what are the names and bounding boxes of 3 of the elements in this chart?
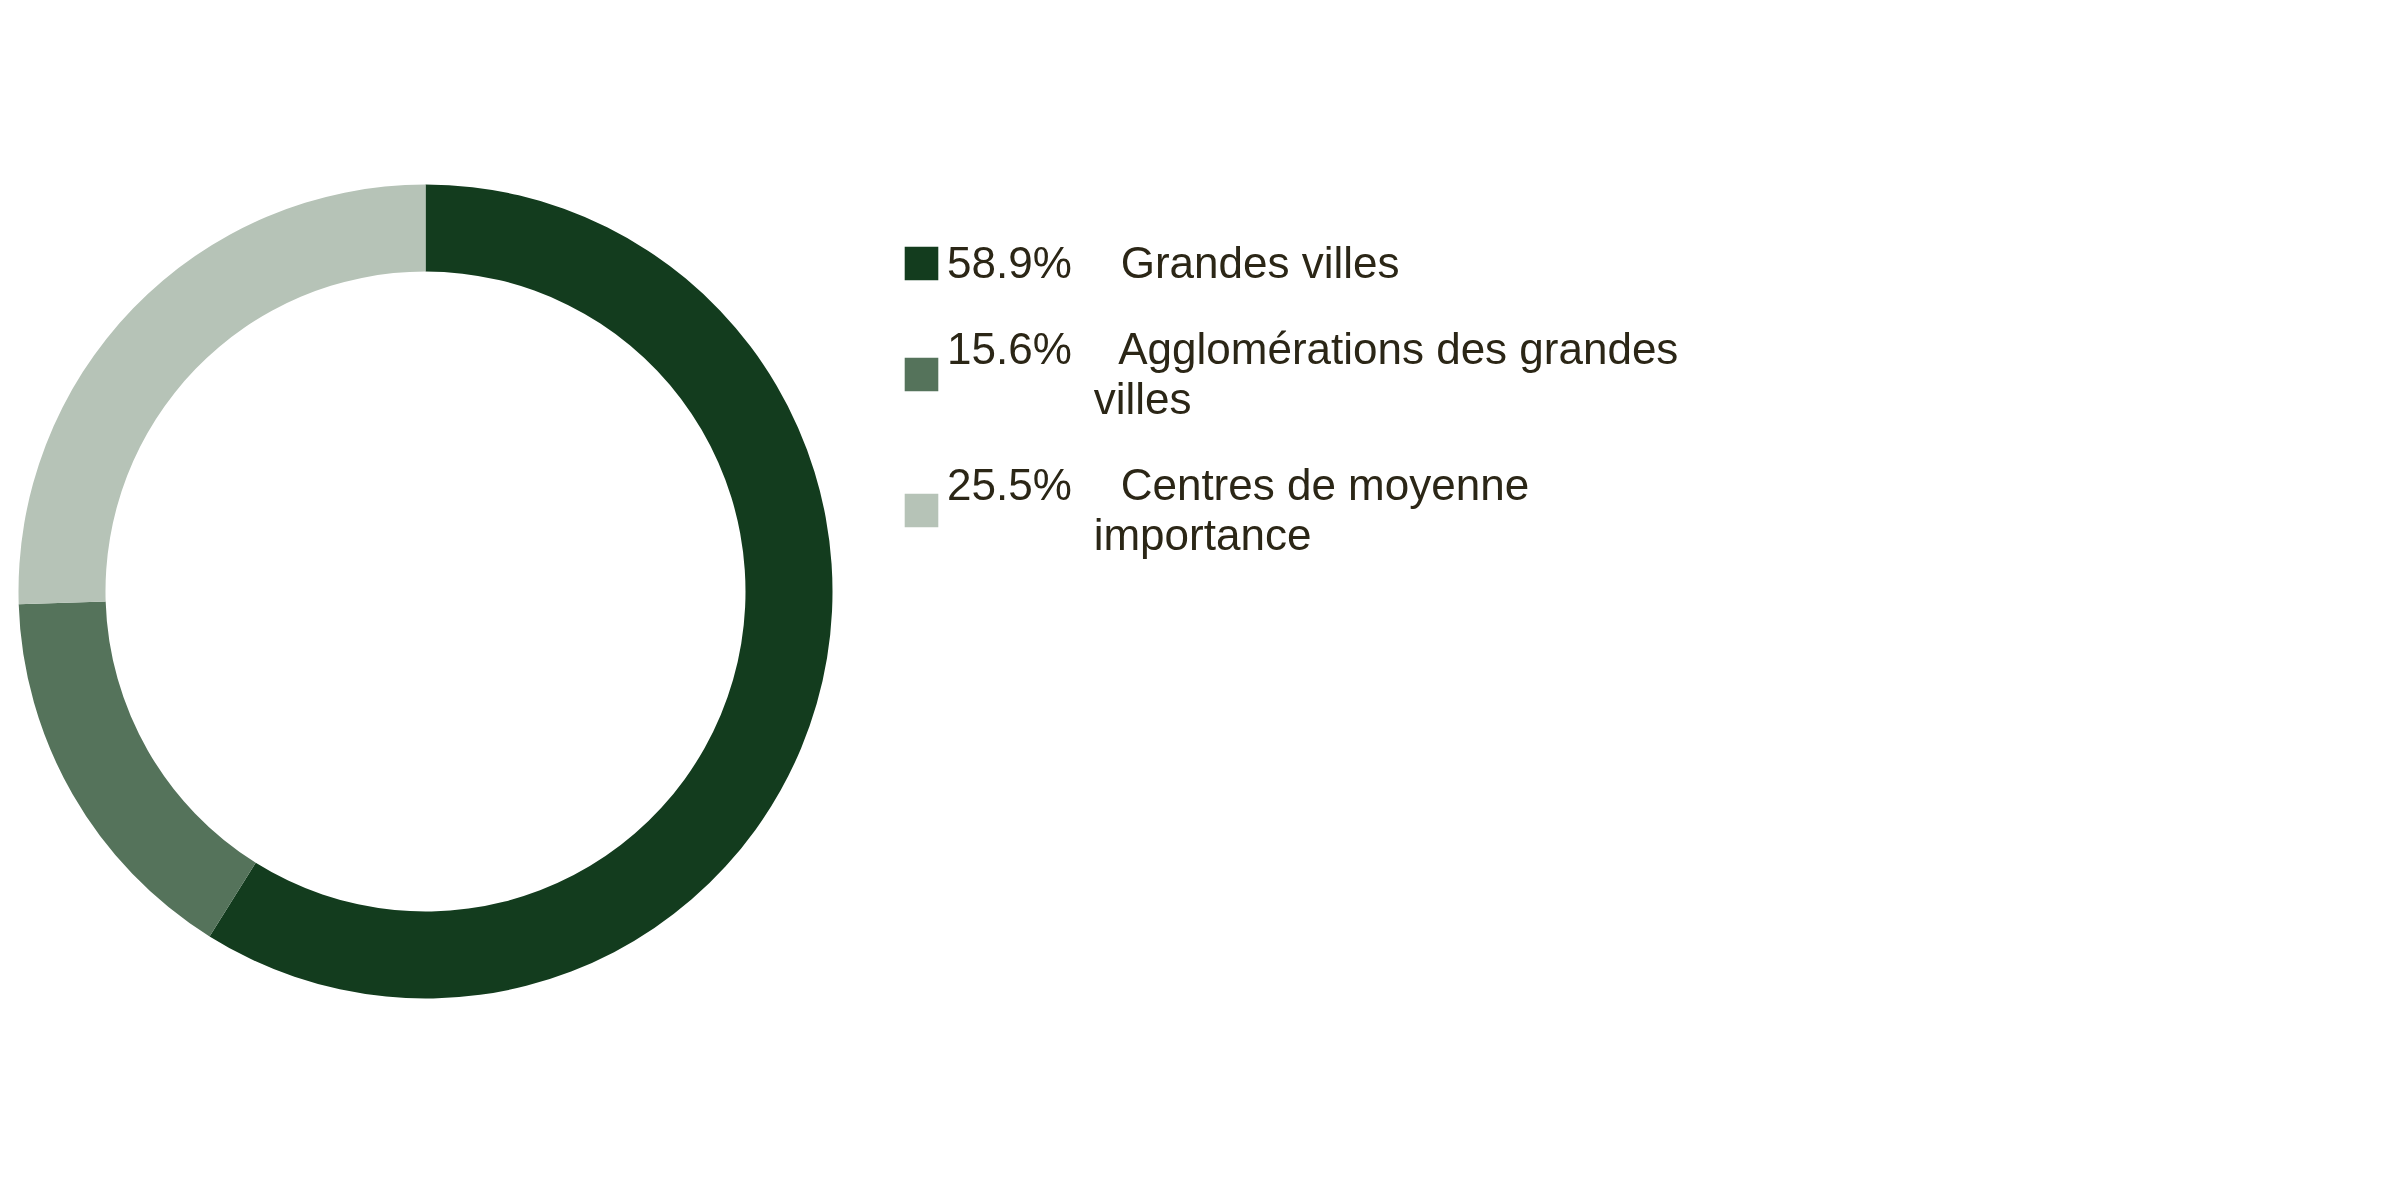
- legend-label: 15.6% Agglomérations des grandes villes: [947, 324, 1679, 424]
- legend-label: 58.9% Grandes villes: [947, 238, 1400, 288]
- legend-label: 25.5% Centres de moyenne importance: [947, 460, 1530, 560]
